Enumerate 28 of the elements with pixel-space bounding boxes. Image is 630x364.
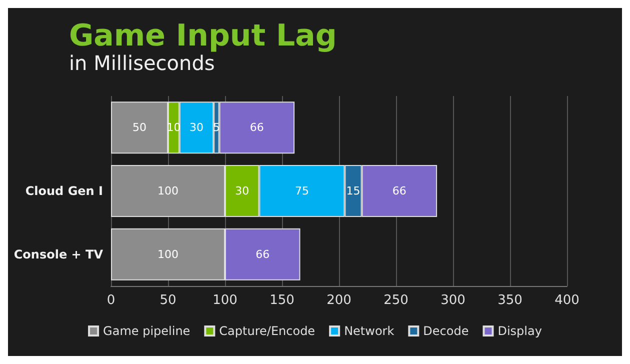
x-tick-label: 200 (326, 293, 352, 308)
x-tick-label: 0 (106, 293, 116, 308)
legend-label: Decode (423, 324, 469, 338)
chart-subtitle: in Milliseconds (69, 51, 215, 75)
x-tick-label: 300 (440, 293, 466, 308)
legend-label: Game pipeline (103, 324, 190, 338)
data-label: 66 (392, 184, 406, 198)
data-label: 66 (250, 121, 264, 134)
x-tick-label: 350 (498, 293, 522, 308)
data-label: 15 (346, 184, 360, 198)
chart-title: Game Input Lag (69, 18, 337, 54)
x-tick-label: 400 (554, 293, 580, 308)
x-tick-label: 150 (270, 293, 294, 308)
legend-label: Capture/Encode (219, 324, 316, 338)
data-label: 66 (256, 248, 270, 261)
legend-label: Display (498, 324, 542, 338)
y-tick-label: Cloud Gen I (25, 184, 103, 198)
data-label: 30 (235, 184, 250, 198)
x-tick-label: 100 (212, 293, 238, 308)
y-tick-label: Console + TV (14, 247, 104, 262)
x-tick-label: 250 (384, 293, 408, 308)
data-label: 30 (190, 121, 204, 134)
data-label: 50 (132, 121, 146, 134)
legend-label: Network (344, 324, 394, 338)
data-label: 100 (158, 184, 178, 198)
x-tick-label: 50 (160, 293, 176, 308)
data-label: 100 (158, 248, 178, 261)
data-label: 75 (294, 184, 309, 198)
